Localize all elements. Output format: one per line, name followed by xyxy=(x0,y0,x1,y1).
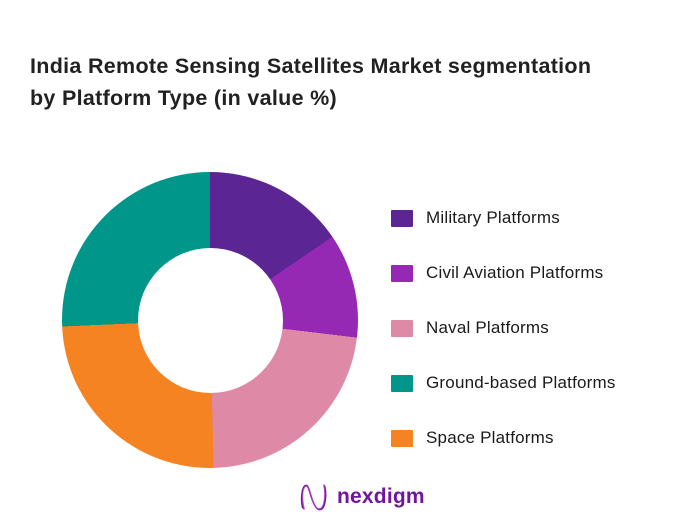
brand-logo: nexdigm xyxy=(297,480,425,514)
chart-legend: Military Platforms Civil Aviation Platfo… xyxy=(391,208,616,447)
legend-swatch-military-platforms xyxy=(391,209,413,227)
legend-label: Space Platforms xyxy=(426,428,554,447)
legend-swatch-ground-based-platforms xyxy=(391,374,413,392)
chart-title: India Remote Sensing Satellites Market s… xyxy=(30,50,680,114)
legend-item-ground-based-platforms: Ground-based Platforms xyxy=(391,373,616,392)
legend-label: Naval Platforms xyxy=(426,318,549,337)
brand-wordmark: nexdigm xyxy=(337,485,425,508)
legend-swatch-naval-platforms xyxy=(391,319,413,337)
legend-label: Military Platforms xyxy=(426,208,560,227)
donut-chart xyxy=(62,172,358,468)
legend-label: Ground-based Platforms xyxy=(426,373,616,392)
legend-swatch-space-platforms xyxy=(391,429,413,447)
legend-item-space-platforms: Space Platforms xyxy=(391,428,616,447)
legend-item-naval-platforms: Naval Platforms xyxy=(391,318,616,337)
legend-label: Civil Aviation Platforms xyxy=(426,263,604,282)
legend-swatch-civil-aviation-platforms xyxy=(391,264,413,282)
chart-title-line2: by Platform Type (in value %) xyxy=(30,86,337,110)
legend-item-military-platforms: Military Platforms xyxy=(391,208,616,227)
legend-item-civil-aviation-platforms: Civil Aviation Platforms xyxy=(391,263,616,282)
donut-hole xyxy=(137,247,283,393)
chart-title-line1: India Remote Sensing Satellites Market s… xyxy=(30,54,592,78)
nexdigm-logo-icon xyxy=(300,484,327,511)
